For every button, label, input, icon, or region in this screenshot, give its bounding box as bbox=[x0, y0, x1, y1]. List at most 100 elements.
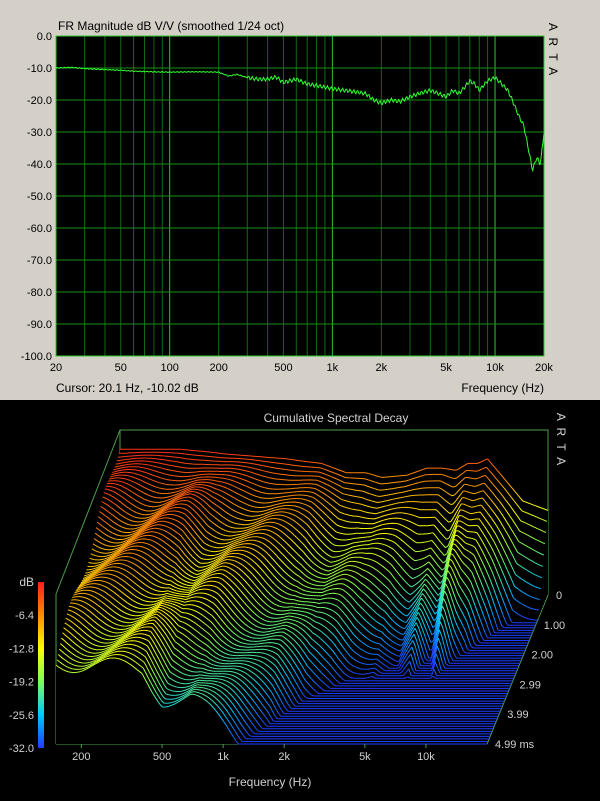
csd-slice-line bbox=[150, 544, 154, 547]
csd-slice-line bbox=[191, 561, 195, 565]
csd-slice-line bbox=[329, 485, 333, 488]
csd-slice-line bbox=[495, 505, 499, 510]
csd-slice-line bbox=[174, 491, 178, 493]
csd-slice-line bbox=[428, 473, 444, 476]
csd-slice-line bbox=[160, 511, 164, 514]
csd-slice-line bbox=[486, 511, 490, 516]
csd-slice-line bbox=[436, 611, 440, 623]
csd-slice-line bbox=[448, 637, 452, 647]
csd-slice-line bbox=[188, 581, 192, 584]
csd-slice-line bbox=[333, 560, 336, 563]
csd-slice-line bbox=[272, 543, 276, 547]
csd-slice-line bbox=[179, 492, 183, 495]
csd-slice-line bbox=[437, 519, 441, 524]
csd-slice-line bbox=[519, 553, 523, 556]
csd-slice-line bbox=[420, 565, 424, 568]
csd-slice-line bbox=[305, 504, 309, 507]
csd-slice-line bbox=[126, 539, 130, 543]
csd-slice-line bbox=[336, 495, 340, 499]
csd-slice-line bbox=[269, 477, 272, 479]
csd-slice-line bbox=[174, 495, 178, 498]
csd-slice-line bbox=[121, 545, 125, 548]
csd-slice-line bbox=[128, 495, 132, 498]
csd-slice-line bbox=[195, 553, 199, 557]
csd-slice-line bbox=[267, 487, 270, 490]
csd-slice-line bbox=[496, 478, 500, 483]
csd-slice-line bbox=[250, 533, 254, 536]
csd-slice-line bbox=[274, 583, 278, 588]
csd-slice-line bbox=[150, 531, 157, 533]
csd-slice-line bbox=[406, 625, 410, 631]
csd-slice-line bbox=[504, 508, 508, 513]
csd-slice-line bbox=[170, 494, 174, 497]
csd-slice-line bbox=[443, 645, 448, 656]
csd-slice-line bbox=[403, 598, 408, 602]
csd-slice-line bbox=[157, 487, 161, 489]
csd-slice-line bbox=[186, 521, 190, 526]
csd-slice-line bbox=[215, 524, 219, 528]
csd-slice-line bbox=[221, 556, 225, 559]
csd-slice-line bbox=[95, 555, 99, 557]
csd-slice-line bbox=[254, 495, 258, 498]
csd-slice-line bbox=[235, 542, 239, 545]
csd-slice-line bbox=[257, 526, 261, 529]
csd-slice-line bbox=[451, 587, 455, 595]
csd-slice-line bbox=[149, 521, 153, 524]
csd-slice-line bbox=[214, 558, 218, 561]
csd-slice-line bbox=[272, 574, 277, 579]
csd-slice-line bbox=[214, 480, 218, 482]
csd-slice-line bbox=[164, 542, 168, 545]
csd-slice-line bbox=[131, 520, 135, 522]
csd-slice-line bbox=[329, 565, 333, 568]
csd-slice-line bbox=[366, 621, 370, 625]
csd-slice-line bbox=[328, 575, 332, 579]
csd-slice-line bbox=[177, 461, 180, 463]
csd-slice-line bbox=[363, 642, 367, 646]
csd-slice-line bbox=[500, 512, 505, 518]
csd-slice-line bbox=[171, 500, 175, 504]
csd-slice-line bbox=[346, 599, 350, 603]
csd-slice-line bbox=[240, 533, 243, 535]
csd-slice-line bbox=[395, 570, 400, 575]
csd-slice-line bbox=[369, 639, 373, 642]
csd-slice-line bbox=[391, 626, 395, 630]
csd-slice-line bbox=[288, 552, 292, 556]
csd-slice-line bbox=[458, 556, 463, 562]
csd-slice-line bbox=[485, 593, 489, 601]
csd-slice-line bbox=[365, 628, 369, 632]
csd-slice-line bbox=[218, 484, 222, 487]
csd-slice-line bbox=[333, 467, 337, 470]
csd-slice-line bbox=[255, 468, 258, 470]
csd-slice-line bbox=[92, 558, 95, 561]
csd-slice-line bbox=[284, 578, 288, 582]
csd-slice-line bbox=[303, 514, 307, 518]
csd-slice-line bbox=[132, 515, 136, 518]
csd-slice-line bbox=[294, 550, 298, 555]
csd-slice-line bbox=[193, 563, 197, 567]
fr-y-tick-label: -20.0 bbox=[27, 95, 52, 107]
fr-x-tick-label: 20 bbox=[50, 362, 62, 374]
csd-slice-line bbox=[160, 506, 164, 509]
csd-slice-line bbox=[145, 471, 148, 474]
csd-slice-line bbox=[216, 559, 220, 562]
csd-slice-line bbox=[495, 525, 500, 531]
csd-slice-line bbox=[338, 593, 342, 596]
csd-slice-line bbox=[311, 515, 316, 519]
csd-slice-line bbox=[541, 553, 545, 556]
csd-slice-line bbox=[229, 474, 233, 477]
csd-slice-line bbox=[258, 519, 262, 522]
csd-slice-line bbox=[530, 607, 534, 610]
csd-slice-line bbox=[427, 654, 434, 662]
csd-slice-line bbox=[393, 517, 402, 520]
csd-slice-line bbox=[370, 590, 374, 594]
csd-slice-line bbox=[108, 505, 112, 509]
csd-slice-line bbox=[233, 547, 237, 549]
csd-slice-line bbox=[412, 627, 416, 633]
csd-slice-line bbox=[278, 622, 282, 625]
csd-slice-line bbox=[253, 489, 257, 492]
csd-slice-line bbox=[234, 560, 238, 563]
csd-slice-line bbox=[318, 514, 322, 518]
csd-slice-line bbox=[320, 555, 324, 559]
csd-slice-line bbox=[379, 548, 383, 551]
csd-slice-line bbox=[269, 530, 273, 533]
